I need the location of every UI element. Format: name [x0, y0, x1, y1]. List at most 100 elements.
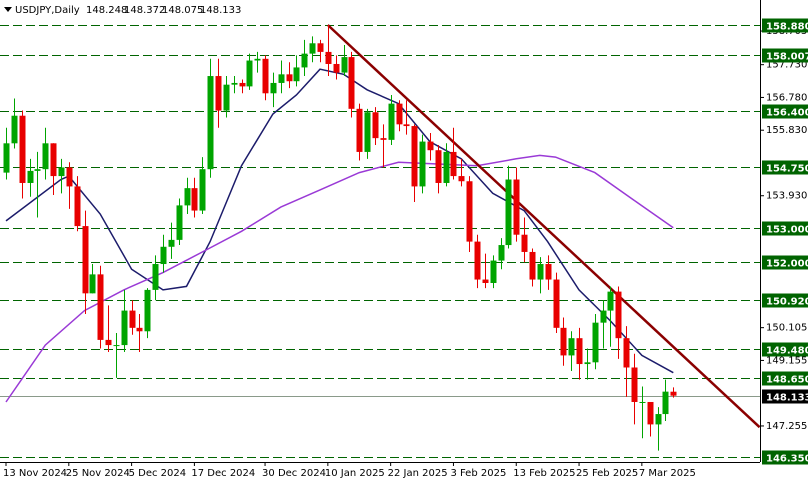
candle-body: [113, 345, 120, 347]
candle-body: [199, 169, 206, 211]
candle-body: [19, 115, 26, 183]
candle-body: [341, 57, 348, 73]
x-tick-label: 25 Nov 2024: [66, 468, 130, 479]
x-tick-label: 13 Feb 2025: [513, 468, 575, 479]
level-label: 152.000: [766, 259, 809, 270]
candle-body: [380, 138, 387, 140]
candle-body: [89, 274, 96, 294]
candle-body: [372, 112, 379, 139]
current-price-label: 148.133: [766, 393, 809, 404]
candle-body: [592, 322, 599, 363]
candle-body: [231, 82, 238, 85]
x-tick-label: 17 Dec 2024: [191, 468, 255, 479]
candle-body: [655, 414, 662, 425]
level-label-box: [762, 18, 808, 33]
moving-average-line: [5, 154, 674, 403]
candle-body: [160, 246, 167, 265]
candle-body: [286, 74, 293, 82]
level-label: 149.480: [766, 346, 809, 357]
candle-body: [82, 226, 89, 294]
candle-body: [246, 60, 253, 87]
candle-body: [584, 362, 591, 365]
level-label: 146.350: [766, 454, 809, 465]
candle-body: [545, 264, 552, 280]
y-tick-label: 155.830: [766, 125, 807, 136]
candle-body: [670, 391, 677, 396]
candle-body: [411, 126, 418, 187]
candle-body: [121, 310, 128, 346]
candle-body: [34, 169, 41, 171]
candle-body: [388, 103, 395, 140]
candle-body: [42, 143, 49, 170]
x-tick-label: 13 Nov 2024: [3, 468, 67, 479]
trend-line: [326, 24, 761, 429]
candle-body: [301, 53, 308, 68]
candle-body: [639, 401, 646, 403]
candle-body: [168, 239, 175, 247]
y-tick-label: 150.105: [766, 323, 807, 334]
candle-body: [74, 186, 81, 227]
candle-body: [270, 82, 277, 94]
candle-body: [458, 176, 465, 182]
level-label: 148.650: [766, 375, 809, 386]
candle-body: [600, 310, 607, 323]
candle-body: [207, 76, 214, 170]
candle-body: [482, 279, 489, 283]
candle-body: [239, 82, 246, 87]
candle-body: [97, 274, 104, 340]
candle-body: [152, 264, 159, 290]
candle-body: [50, 143, 57, 177]
level-label: 158.007: [766, 52, 809, 63]
candle-body: [505, 179, 512, 246]
level-label: 156.400: [766, 108, 809, 119]
open-value: 148.248: [86, 5, 127, 16]
level-label: 150.920: [766, 297, 809, 308]
candle-body: [662, 391, 669, 415]
candle-body: [191, 188, 198, 211]
candle-body: [129, 310, 136, 328]
candle-body: [309, 43, 316, 54]
candle-body: [58, 167, 65, 177]
candle-body: [27, 170, 34, 183]
level-label-box: [762, 104, 808, 119]
candle-body: [443, 151, 450, 183]
y-tick-label: 149.155: [766, 355, 807, 366]
level-label: 153.000: [766, 225, 809, 236]
candle-body: [136, 327, 143, 332]
candle-body: [450, 151, 457, 177]
level-label: 158.880: [766, 22, 809, 33]
moving-average-line: [5, 68, 674, 374]
level-label-box: [762, 160, 808, 175]
candle-body: [333, 63, 340, 73]
candle-body: [262, 58, 269, 94]
candle-body: [396, 103, 403, 125]
x-tick-label: 25 Feb 2025: [576, 468, 638, 479]
candle-body: [615, 291, 622, 339]
candle-body: [419, 141, 426, 187]
level-label: 154.750: [766, 164, 809, 175]
candle-body: [176, 205, 183, 240]
level-label-box: [762, 450, 808, 465]
candle-body: [254, 58, 261, 61]
y-tick-label: 147.255: [766, 421, 807, 432]
candle-body: [215, 76, 222, 111]
candle-body: [11, 115, 18, 144]
candle-body: [576, 338, 583, 365]
candle-body: [474, 241, 481, 280]
lines-layer: [5, 24, 761, 429]
x-tick-label: 22 Jan 2025: [388, 468, 448, 479]
candle-body: [631, 367, 638, 402]
close-value: 148.133: [200, 5, 241, 16]
candle-body: [647, 401, 654, 425]
chart-title: USDJPY,Daily: [15, 5, 80, 16]
level-label-box: [762, 221, 808, 236]
candle-body: [529, 251, 536, 280]
level-label-box: [762, 255, 808, 270]
candles-layer: [3, 25, 677, 451]
candle-body: [364, 112, 371, 152]
candle-body: [435, 150, 442, 183]
candle-body: [553, 279, 560, 328]
menu-triangle: [4, 7, 12, 12]
